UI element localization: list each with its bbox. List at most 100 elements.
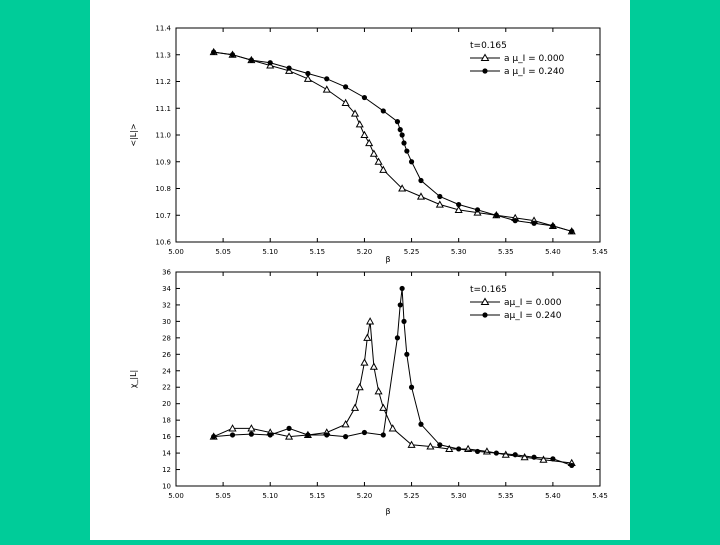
data-point <box>228 424 237 432</box>
data-point <box>360 130 369 139</box>
x-tick-label: 5.15 <box>310 248 326 256</box>
x-tick-label: 5.25 <box>404 248 420 256</box>
y-tick-label: 28 <box>162 334 171 342</box>
x-tick-label: 5.10 <box>262 492 278 500</box>
x-axis-title: β <box>385 507 390 516</box>
data-point <box>305 70 311 77</box>
data-point <box>363 333 372 341</box>
y-tick-label: 10.8 <box>155 185 171 193</box>
y-tick-label: 24 <box>162 367 171 375</box>
data-point <box>355 383 364 391</box>
x-tick-label: 5.20 <box>357 492 373 500</box>
data-point <box>407 440 416 448</box>
y-tick-label: 32 <box>162 301 171 309</box>
data-point <box>350 109 360 117</box>
data-point <box>247 424 256 432</box>
x-tick-label: 5.15 <box>310 492 326 500</box>
data-point <box>248 57 254 63</box>
data-point <box>229 52 236 58</box>
data-point <box>437 442 443 448</box>
series-2 <box>211 49 575 234</box>
y-tick-label: 10 <box>162 483 171 491</box>
x-tick-label: 5.05 <box>215 492 231 500</box>
y-tick-label: 20 <box>162 400 171 408</box>
data-point <box>394 335 401 341</box>
y-axis-title: χ_|L| <box>129 370 138 388</box>
data-point <box>365 138 374 147</box>
data-point <box>445 444 454 453</box>
y-tick-label: 36 <box>162 269 171 277</box>
legend-header: t=0.165 <box>470 285 507 295</box>
data-point <box>398 184 407 192</box>
data-point <box>512 218 518 224</box>
y-axis-title: <|L|> <box>129 123 138 146</box>
data-point <box>211 434 217 440</box>
data-point <box>437 193 443 200</box>
data-point <box>380 108 386 114</box>
data-point <box>267 60 273 66</box>
x-tick-label: 5.10 <box>262 248 278 256</box>
y-tick-label: 11.3 <box>155 51 171 59</box>
y-tick-label: 16 <box>162 433 171 441</box>
x-tick-label: 5.20 <box>357 248 373 256</box>
data-point <box>493 450 499 456</box>
data-point <box>550 223 556 229</box>
y-tick-label: 14 <box>162 450 171 458</box>
data-point <box>399 132 405 138</box>
data-point <box>305 432 311 438</box>
data-point <box>324 76 330 82</box>
y-tick-label: 22 <box>162 384 171 392</box>
y-tick-label: 11.4 <box>155 25 171 33</box>
data-point <box>401 140 407 146</box>
y-tick-label: 10.9 <box>155 158 171 166</box>
legend-header: t=0.165 <box>470 41 507 51</box>
data-point <box>366 317 375 325</box>
data-point <box>539 455 548 463</box>
data-point <box>454 205 463 213</box>
legend-label: aμ_I = 0.240 <box>504 311 562 321</box>
data-point <box>401 318 407 324</box>
data-point <box>343 84 349 90</box>
data-point <box>286 425 292 431</box>
data-point <box>322 85 331 93</box>
data-point <box>379 403 388 411</box>
legend-marker <box>480 53 490 61</box>
data-point <box>404 351 410 357</box>
y-tick-label: 12 <box>162 466 171 474</box>
data-point <box>380 432 386 438</box>
data-point <box>303 74 312 82</box>
x-tick-label: 5.05 <box>215 248 231 256</box>
data-point <box>531 454 537 460</box>
data-point <box>229 432 236 438</box>
data-point <box>493 212 499 218</box>
data-point <box>408 384 415 390</box>
data-point <box>388 424 397 432</box>
data-point <box>361 429 368 436</box>
y-tick-label: 18 <box>162 417 171 425</box>
data-point <box>474 207 481 213</box>
legend-label: a μ_I = 0.240 <box>504 67 565 77</box>
x-tick-label: 5.35 <box>498 492 514 500</box>
x-tick-label: 5.30 <box>451 248 467 256</box>
data-point <box>343 434 349 440</box>
data-point <box>408 159 415 165</box>
plot-frame <box>175 271 601 487</box>
y-tick-label: 10.7 <box>155 212 171 220</box>
x-tick-label: 5.00 <box>168 248 184 256</box>
data-point <box>520 452 529 461</box>
data-point <box>569 228 575 234</box>
data-point <box>397 127 403 133</box>
series-1 <box>209 317 576 467</box>
data-point <box>374 157 383 165</box>
series-2 <box>211 285 575 469</box>
data-point <box>416 192 426 200</box>
series-line <box>213 51 572 232</box>
data-point <box>418 177 424 184</box>
chart-panel-2: 5.00 5.05 5.10 5.15 5.20 5.25 5.30 5.35 5.40 5.45… <box>129 269 608 517</box>
legend: t=0.165 a μ_I = 0.000 a μ_I = 0.240 <box>470 41 565 77</box>
data-point <box>248 431 254 437</box>
slide: 5.00 5.05 5.10 5.15 5.20 5.25 5.30 5.35 5.40 5.45… <box>90 0 630 540</box>
chart-panel-1: 5.00 5.05 5.10 5.15 5.20 5.25 5.30 5.35 5.40 5.45… <box>129 25 608 265</box>
x-tick-label: 5.35 <box>498 248 514 256</box>
data-point <box>341 420 350 428</box>
